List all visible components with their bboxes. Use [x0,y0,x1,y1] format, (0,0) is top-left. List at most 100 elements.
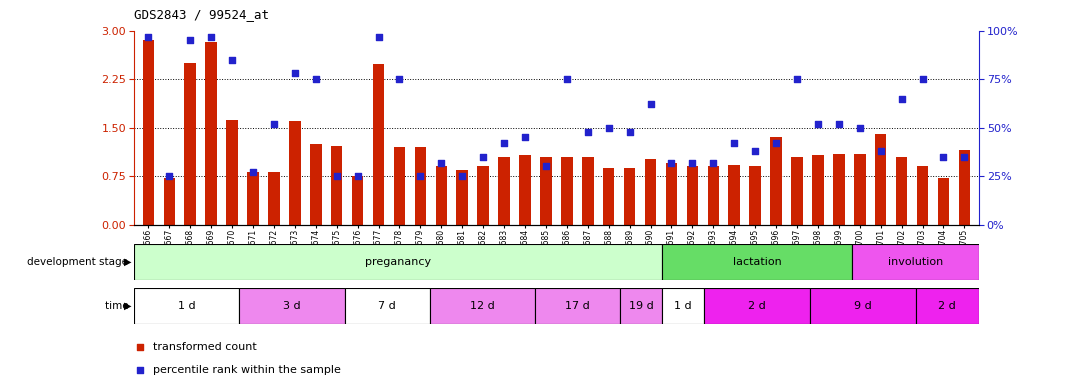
Point [789,76,806,82]
Point [914,76,931,82]
Text: development stage: development stage [28,257,132,267]
Point [349,173,366,179]
Point [559,76,576,82]
Bar [346,288,430,324]
Bar [240,288,346,324]
Bar [666,163,677,225]
Point [391,76,408,82]
Bar [435,167,447,225]
Point [265,121,282,127]
Point [725,140,743,146]
Bar [519,155,531,225]
Bar [620,288,662,324]
Bar [916,288,979,324]
Text: 2 d: 2 d [748,301,766,311]
Bar [310,144,322,225]
Bar [457,170,468,225]
Point [182,37,199,43]
Point [370,33,387,40]
Bar [729,165,740,225]
Bar [791,157,802,225]
Bar [352,176,364,225]
Bar [205,42,217,225]
Text: 9 d: 9 d [854,301,872,311]
Point [684,159,701,166]
Bar [477,167,489,225]
Bar [540,157,552,225]
Point [537,164,554,170]
Point [328,173,346,179]
Text: involution: involution [888,257,944,267]
Bar [289,121,301,225]
Bar [853,244,979,280]
Text: GDS2843 / 99524_at: GDS2843 / 99524_at [134,8,269,21]
Text: transformed count: transformed count [153,342,257,352]
Bar [142,40,154,225]
Point [852,125,869,131]
Point [621,129,638,135]
Bar [959,150,970,225]
Bar [875,134,886,225]
Point [663,159,681,166]
Bar [749,167,761,225]
Point [705,159,722,166]
Bar [704,288,810,324]
Text: lactation: lactation [733,257,781,267]
Point [767,140,784,146]
Bar [247,172,259,225]
Point [517,134,534,141]
Point [935,154,952,160]
Text: 7 d: 7 d [379,301,396,311]
Bar [662,288,704,324]
Text: 2 d: 2 d [938,301,957,311]
Point [224,57,241,63]
Bar [896,157,907,225]
Bar [430,288,535,324]
Point [747,148,764,154]
Bar [937,178,949,225]
Point [454,173,471,179]
Point [432,159,449,166]
Bar [134,288,240,324]
Point [830,121,847,127]
Bar [603,168,614,225]
Point [132,344,149,350]
Text: 19 d: 19 d [628,301,654,311]
Point [872,148,889,154]
Text: ▶: ▶ [124,257,132,267]
Bar [917,167,929,225]
Point [202,33,219,40]
Bar [499,157,509,225]
Bar [810,288,916,324]
Point [307,76,324,82]
Bar [415,147,426,225]
Bar [331,146,342,225]
Point [140,33,157,40]
Text: 12 d: 12 d [470,301,494,311]
Point [809,121,826,127]
Bar [227,120,238,225]
Bar [645,159,656,225]
Bar [707,167,719,225]
Text: 3 d: 3 d [284,301,301,311]
Bar [372,65,384,225]
Bar [269,172,279,225]
Bar [164,178,175,225]
Bar [134,244,662,280]
Point [244,169,261,175]
Point [412,173,429,179]
Bar [662,244,853,280]
Point [642,101,659,108]
Text: ▶: ▶ [124,301,132,311]
Text: 1 d: 1 d [674,301,692,311]
Point [579,129,596,135]
Bar [394,147,406,225]
Point [287,70,304,76]
Bar [582,157,594,225]
Point [132,367,149,373]
Bar [834,154,844,225]
Point [160,173,178,179]
Bar [561,157,572,225]
Bar [812,155,824,225]
Point [600,125,617,131]
